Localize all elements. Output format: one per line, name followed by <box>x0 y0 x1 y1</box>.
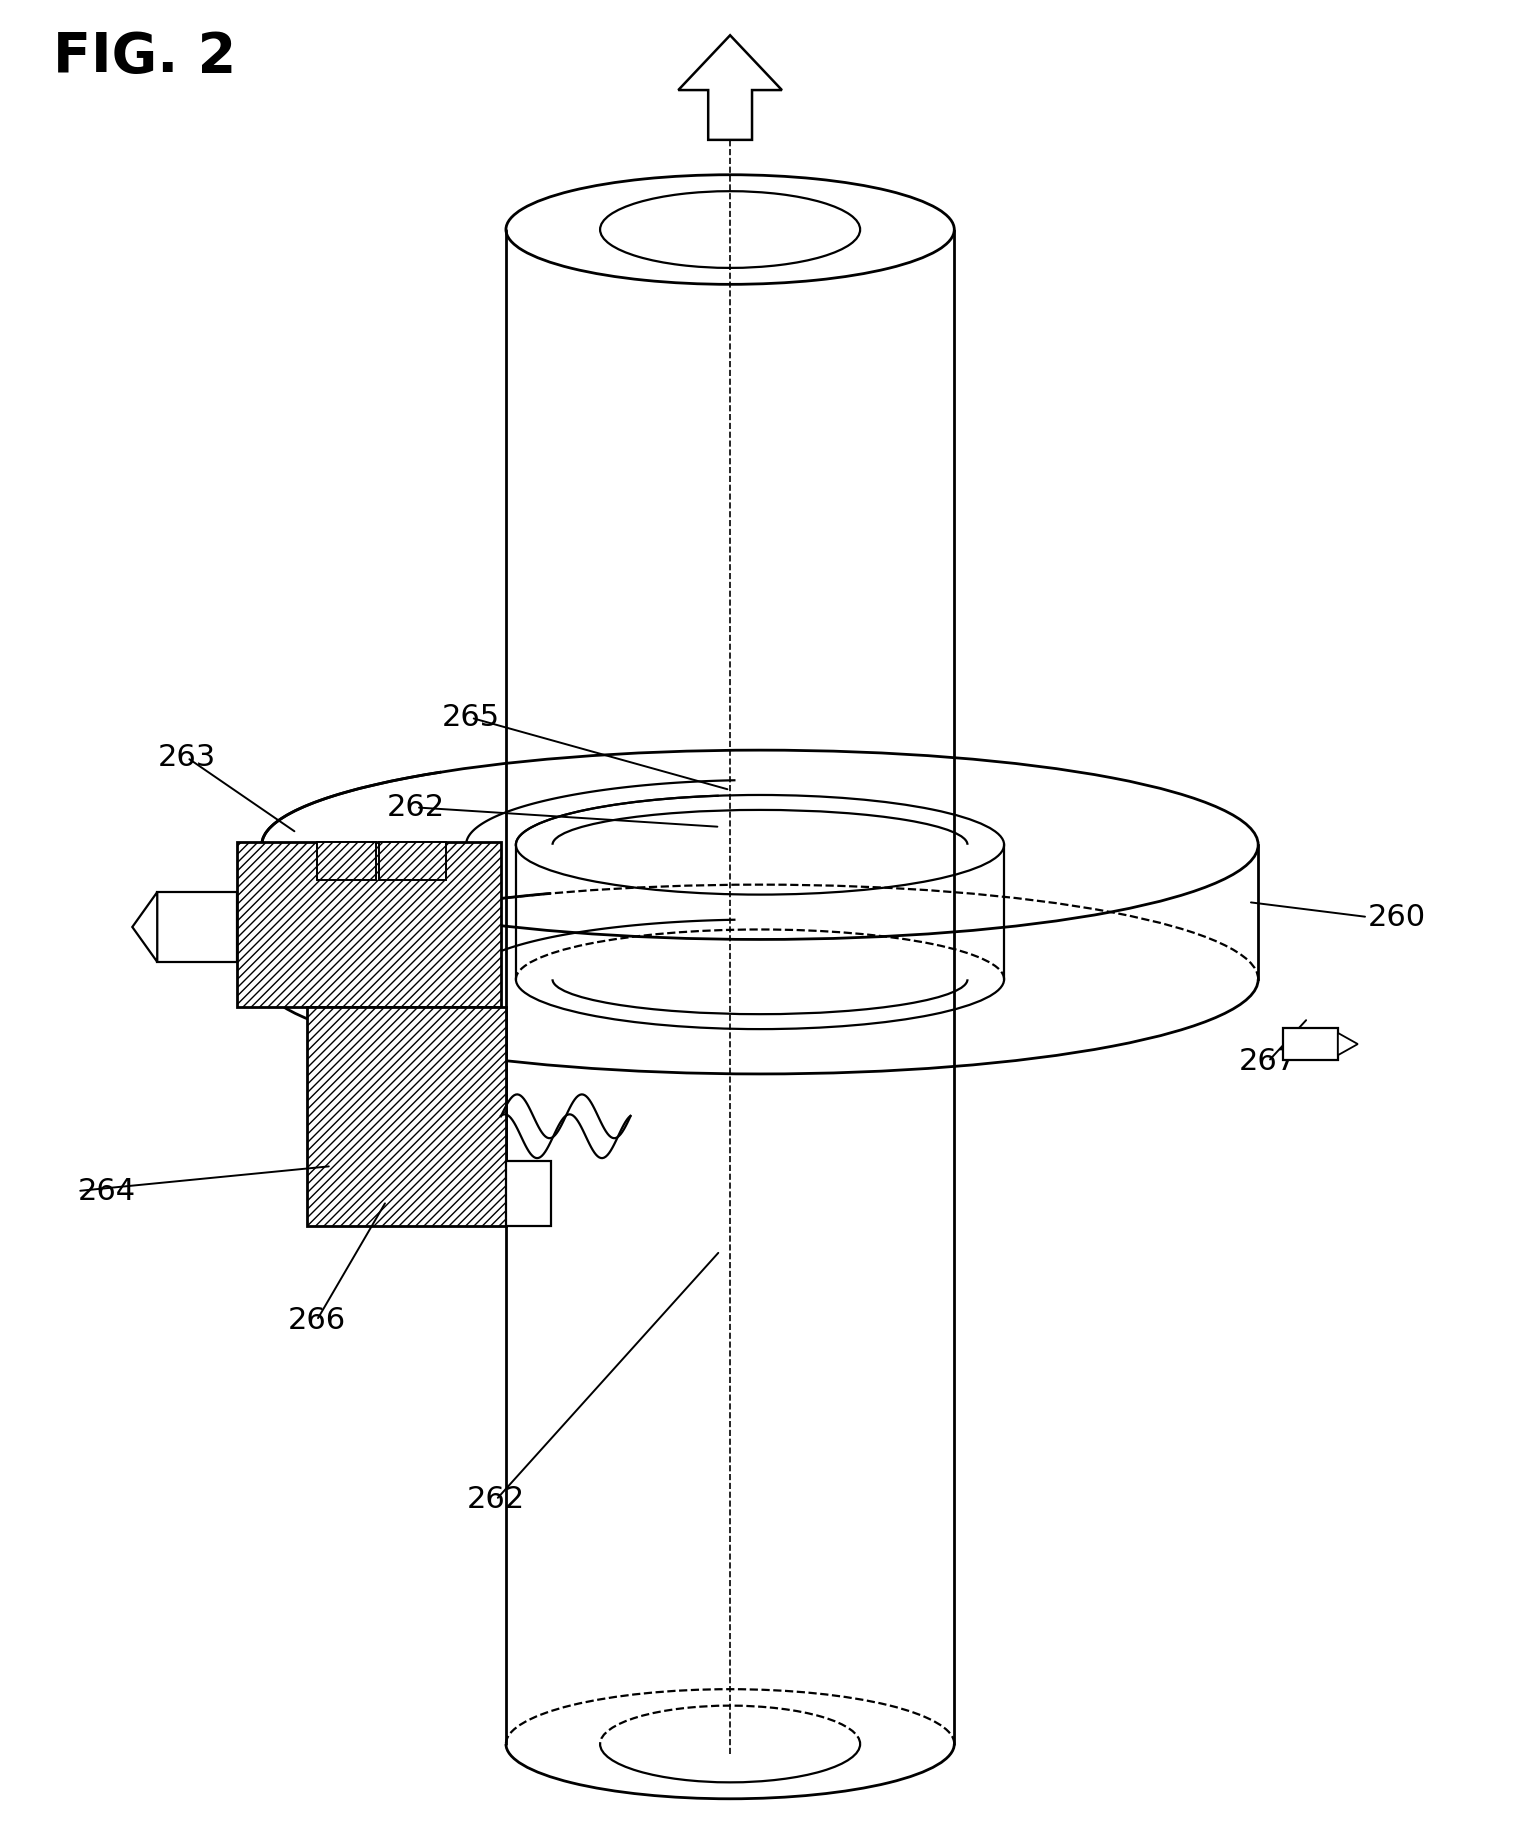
Polygon shape <box>132 892 157 962</box>
Polygon shape <box>307 1007 506 1226</box>
Text: 260: 260 <box>1368 903 1426 931</box>
Text: 263: 263 <box>158 742 216 772</box>
Text: 264: 264 <box>78 1177 135 1206</box>
Text: 262: 262 <box>467 1485 524 1515</box>
Text: FIG. 2: FIG. 2 <box>53 30 236 85</box>
Polygon shape <box>1338 1032 1357 1055</box>
Polygon shape <box>678 35 781 140</box>
Polygon shape <box>1283 1029 1338 1060</box>
Polygon shape <box>506 1162 550 1226</box>
Polygon shape <box>380 842 447 881</box>
Polygon shape <box>316 842 377 881</box>
Polygon shape <box>237 842 502 1007</box>
Text: 267: 267 <box>1239 1047 1297 1077</box>
Text: 265: 265 <box>442 704 500 731</box>
Polygon shape <box>157 892 237 962</box>
Text: 266: 266 <box>287 1306 345 1335</box>
Text: 262: 262 <box>388 792 445 822</box>
